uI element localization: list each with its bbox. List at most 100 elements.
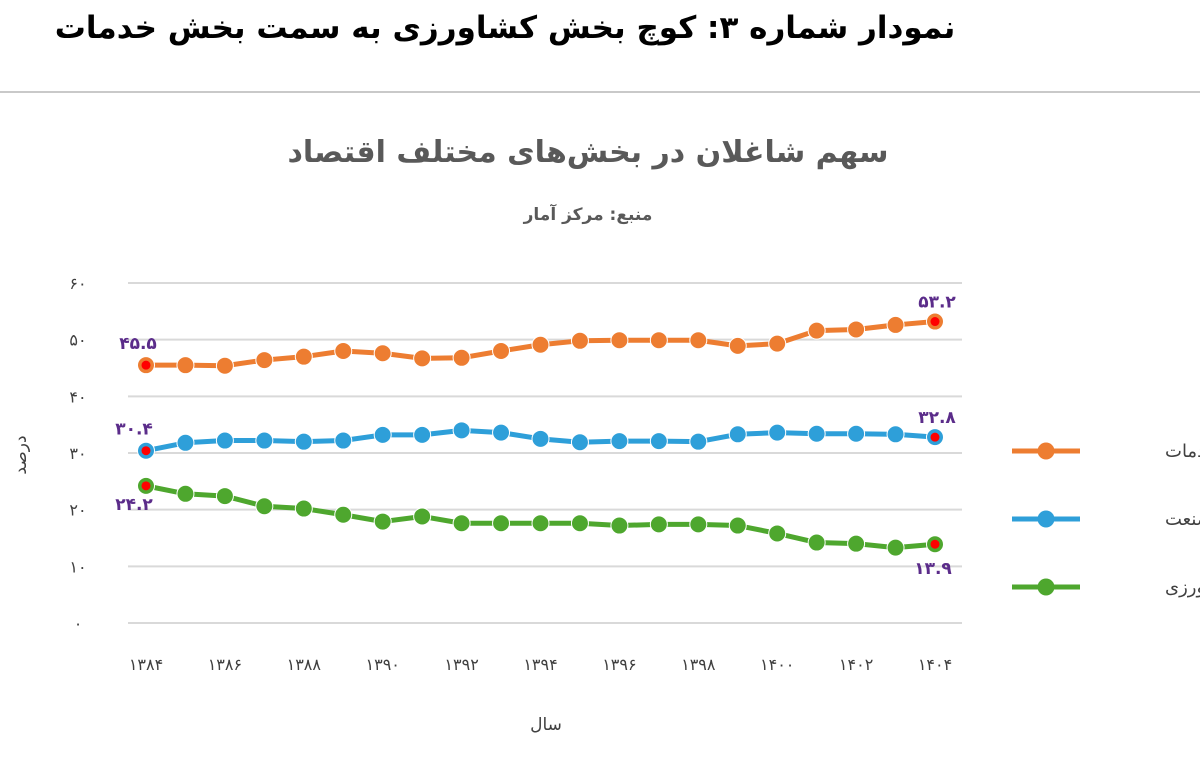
data-point-highlight [930, 432, 940, 442]
legend-label: کشاورزی [1165, 577, 1200, 598]
x-tick-label: ۱۳۸۸ [287, 655, 322, 674]
y-tick-label: ۴۰ [69, 387, 86, 406]
data-point [728, 516, 747, 535]
data-point [452, 514, 471, 533]
data-point [531, 335, 550, 354]
data-point [649, 432, 668, 451]
data-point [768, 423, 787, 442]
page-heading: نمودار شماره ۳: کوچ بخش کشاورزی به سمت ب… [54, 10, 956, 46]
x-tick-label: ۱۳۸۴ [129, 655, 163, 674]
data-point [373, 425, 392, 444]
series-2 [137, 421, 944, 460]
legend-label: صنعت [1165, 509, 1200, 530]
x-tick-label: ۱۳۸۶ [208, 655, 242, 674]
x-tick-label: ۱۳۹۸ [681, 655, 716, 674]
legend-swatch-marker [1037, 510, 1055, 528]
data-point [689, 331, 708, 350]
data-point [492, 514, 511, 533]
data-point [649, 515, 668, 534]
gridlines [128, 282, 962, 624]
x-tick-label: ۱۴۰۰ [760, 655, 794, 674]
data-point-highlight [930, 539, 940, 549]
data-label: ۱۳.۹ [914, 559, 952, 579]
y-tick-labels: ۰ ۱۰ ۲۰ ۳۰ ۴۰ ۵۰ ۶۰ [69, 274, 86, 633]
data-point [255, 431, 274, 450]
data-point [215, 431, 234, 450]
data-point [294, 432, 313, 451]
x-tick-label: ۱۴۰۴ [918, 655, 952, 674]
x-tick-label: ۱۳۹۲ [444, 655, 478, 674]
data-point [847, 534, 866, 553]
data-point [294, 347, 313, 366]
data-point [215, 487, 234, 506]
data-point [492, 342, 511, 360]
legend-label: خدمات [1165, 441, 1200, 462]
chart-title: سهم شاغلان در بخش‌های مختلف اقتصاد [287, 135, 888, 170]
data-point [886, 538, 905, 557]
data-point [847, 320, 866, 339]
data-point [413, 349, 432, 368]
data-point [373, 344, 392, 363]
data-point [807, 424, 826, 443]
data-point [531, 429, 550, 448]
data-point [255, 497, 274, 516]
y-tick-label: ۱۰ [69, 557, 86, 576]
x-tick-labels: ۱۳۸۴ ۱۳۸۶ ۱۳۸۸ ۱۳۹۰ ۱۳۹۲ ۱۳۹۴ ۱۳۹۶ ۱۳۹۸ ۱۴۰۰ ۱۴۰۲… [129, 655, 952, 674]
data-point [610, 331, 629, 350]
data-point [570, 433, 589, 452]
data-label: ۵۳.۲ [918, 293, 956, 313]
data-point [531, 514, 550, 533]
data-point-highlight [141, 446, 151, 456]
page-header: نمودار شماره ۳: کوچ بخش کشاورزی به سمت ب… [0, 0, 1200, 90]
x-tick-label: ۱۳۹۶ [602, 655, 636, 674]
data-point [334, 342, 353, 360]
data-point [728, 425, 747, 444]
data-point [492, 423, 511, 442]
x-tick-label: ۱۴۰۲ [839, 655, 873, 674]
data-point [413, 425, 432, 444]
legend-swatch-marker [1037, 578, 1055, 596]
header-divider [0, 91, 1200, 93]
data-point [768, 524, 787, 543]
data-point [215, 356, 234, 375]
data-point [334, 431, 353, 450]
data-point [728, 336, 747, 355]
x-axis-label: سال [530, 715, 562, 735]
data-point [176, 484, 195, 503]
y-tick-label: ۳۰ [69, 444, 86, 463]
data-point [255, 351, 274, 370]
data-point-highlight [930, 317, 940, 327]
data-point [176, 433, 195, 452]
y-tick-label: ۲۰ [69, 501, 86, 520]
data-point [610, 516, 629, 535]
legend-item: صنعت [1012, 509, 1200, 530]
y-tick-label: ۵۰ [69, 331, 86, 350]
data-point [176, 356, 195, 375]
data-point [452, 348, 471, 367]
legend-swatch-marker [1037, 442, 1055, 460]
data-point [886, 315, 905, 334]
legend: خدمات صنعت کشاورزی [1012, 441, 1200, 598]
data-point [570, 331, 589, 350]
y-tick-label: ۰ [74, 614, 83, 633]
data-point [886, 425, 905, 444]
data-point-highlight [141, 481, 151, 491]
data-point [689, 432, 708, 451]
x-tick-label: ۱۳۹۰ [366, 655, 400, 674]
data-point-highlight [141, 360, 151, 370]
data-point [768, 334, 787, 353]
data-point [610, 432, 629, 451]
data-point [452, 421, 471, 440]
data-label: ۳۲.۸ [918, 408, 956, 428]
x-tick-label: ۱۳۹۴ [523, 655, 557, 674]
data-point [413, 507, 432, 526]
data-point [373, 512, 392, 531]
data-point [807, 321, 826, 340]
data-point [807, 533, 826, 552]
data-label: ۴۵.۵ [119, 334, 157, 354]
series-3 [137, 476, 944, 557]
data-labels: ۴۵.۵ ۵۳.۲ ۳۰.۴ ۳۲.۸ ۲۴.۲ ۱۳.۹ [115, 293, 956, 580]
data-label: ۳۰.۴ [115, 420, 153, 440]
data-point [689, 515, 708, 534]
